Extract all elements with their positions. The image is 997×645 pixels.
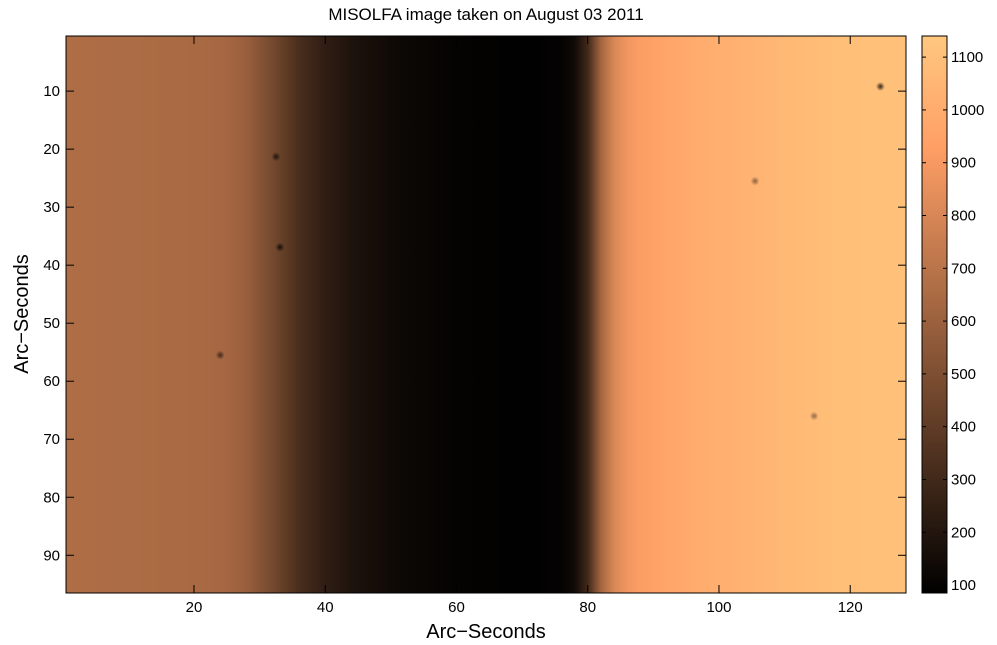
colorbar-tick-label: 400 [951, 419, 976, 436]
y-tick-label: 80 [43, 489, 60, 506]
colorbar-tick-label: 200 [951, 524, 976, 541]
colorbar-tick-label: 1100 [951, 49, 983, 66]
colorbar-tick-label: 1000 [951, 102, 984, 119]
image-spot [215, 350, 225, 360]
colorbar-tick-label: 800 [951, 208, 976, 225]
image-spots [215, 81, 885, 421]
x-axis: 20 40 60 80 100 120 [186, 36, 863, 616]
x-tick-label: 80 [579, 599, 596, 616]
colorbar-tick-label: 300 [951, 471, 976, 488]
y-tick-label: 30 [43, 199, 60, 216]
y-tick-label: 90 [43, 547, 60, 564]
colorbar-tick-label: 900 [951, 155, 976, 172]
x-tick-label: 60 [448, 599, 465, 616]
y-tick-label: 40 [43, 257, 60, 274]
image-spot [809, 411, 819, 421]
x-tick-label: 40 [317, 599, 334, 616]
image-area [66, 36, 906, 593]
heatmap-image [66, 36, 906, 593]
x-axis-label: Arc−Seconds [426, 621, 546, 643]
colorbar-tick-label: 500 [951, 366, 976, 383]
colorbar: 100 200 300 400 500 600 700 800 900 1000 1100 [921, 35, 984, 594]
colorbar-tick-label: 100 [951, 577, 976, 594]
y-tick-label: 50 [43, 315, 60, 332]
y-tick-label: 70 [43, 431, 60, 448]
y-axis: 10 20 30 40 50 60 70 80 90 [43, 83, 906, 564]
image-spot [875, 81, 885, 91]
chart-title: MISOLFA image taken on August 03 2011 [328, 5, 643, 24]
x-tick-label: 20 [186, 599, 203, 616]
x-tick-label: 120 [838, 599, 863, 616]
colorbar-frame [921, 35, 948, 594]
x-tick-label: 100 [706, 599, 731, 616]
plot-frame [65, 35, 907, 594]
colorbar-tick-label: 700 [951, 260, 976, 277]
colorbar-tick-label: 600 [951, 313, 976, 330]
y-tick-label: 60 [43, 373, 60, 390]
y-tick-label: 20 [43, 141, 60, 158]
y-axis-label: Arc−Seconds [11, 254, 33, 374]
image-spot [750, 176, 760, 186]
colorbar-bar [922, 36, 947, 593]
colorbar-ticks: 100 200 300 400 500 600 700 800 900 1000 1100 [922, 49, 984, 594]
y-tick-label: 10 [43, 83, 60, 100]
image-spot [271, 152, 281, 162]
image-spot [275, 242, 285, 252]
